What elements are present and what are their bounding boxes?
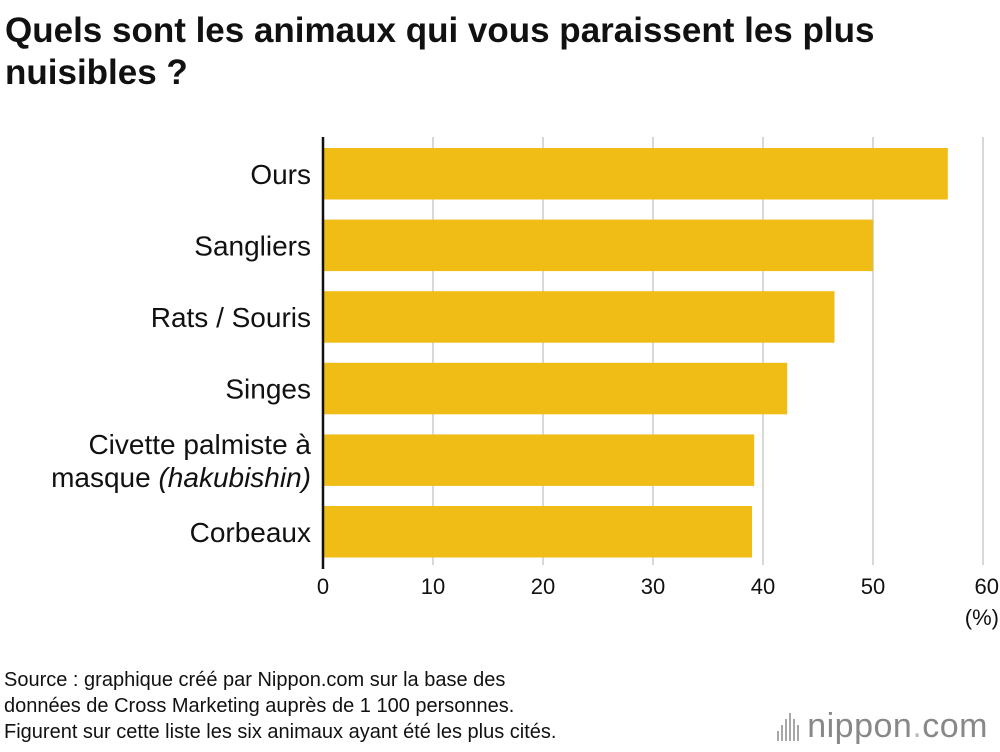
source-line-1: Source : graphique créé par Nippon.com s… bbox=[4, 669, 506, 691]
bar-0 bbox=[323, 148, 948, 200]
category-label-5: Corbeaux bbox=[190, 517, 311, 548]
category-label-2: Rats / Souris bbox=[151, 302, 311, 333]
grid-lines bbox=[432, 137, 984, 565]
tick-label-10: 10 bbox=[421, 574, 445, 599]
nippon-logo: nippon. com bbox=[777, 707, 988, 746]
bars bbox=[323, 148, 948, 558]
tick-label-50: 50 bbox=[861, 574, 885, 599]
bar-5 bbox=[323, 506, 752, 558]
bar-2 bbox=[323, 291, 835, 343]
tick-label-40: 40 bbox=[751, 574, 775, 599]
tick-label-60: 60 bbox=[975, 574, 999, 599]
logo-dot: . bbox=[912, 707, 923, 745]
tick-label-20: 20 bbox=[531, 574, 555, 599]
logo-bars-icon bbox=[777, 712, 800, 741]
source-line-2: données de Cross Marketing auprès de 1 1… bbox=[4, 695, 515, 717]
tick-labels: 0 10 20 30 40 50 60 (%) bbox=[317, 574, 999, 630]
tick-label-0: 0 bbox=[317, 574, 329, 599]
category-label-4: Civette palmiste à masque (hakubishin) bbox=[51, 429, 311, 493]
logo-name: nippon bbox=[807, 707, 913, 745]
bar-4 bbox=[323, 434, 755, 486]
tick-label-30: 30 bbox=[641, 574, 665, 599]
bar-1 bbox=[323, 219, 873, 272]
bar-3 bbox=[323, 362, 788, 415]
logo-suffix: com bbox=[922, 707, 988, 745]
chart-title: Quels sont les animaux qui vous paraisse… bbox=[5, 11, 875, 92]
source-line-3: Figurent sur cette liste les six animaux… bbox=[4, 721, 557, 743]
category-label-3: Singes bbox=[225, 374, 311, 405]
source-note: Source : graphique créé par Nippon.com s… bbox=[4, 667, 704, 745]
category-labels: Ours Sangliers Rats / Souris Singes Civette … bbox=[51, 159, 311, 548]
x-unit-label: (%) bbox=[965, 605, 999, 630]
category-label-1: Sangliers bbox=[194, 230, 311, 261]
category-label-0: Ours bbox=[250, 159, 311, 190]
bar-chart: Ours Sangliers Rats / Souris Singes Civette … bbox=[51, 137, 999, 630]
